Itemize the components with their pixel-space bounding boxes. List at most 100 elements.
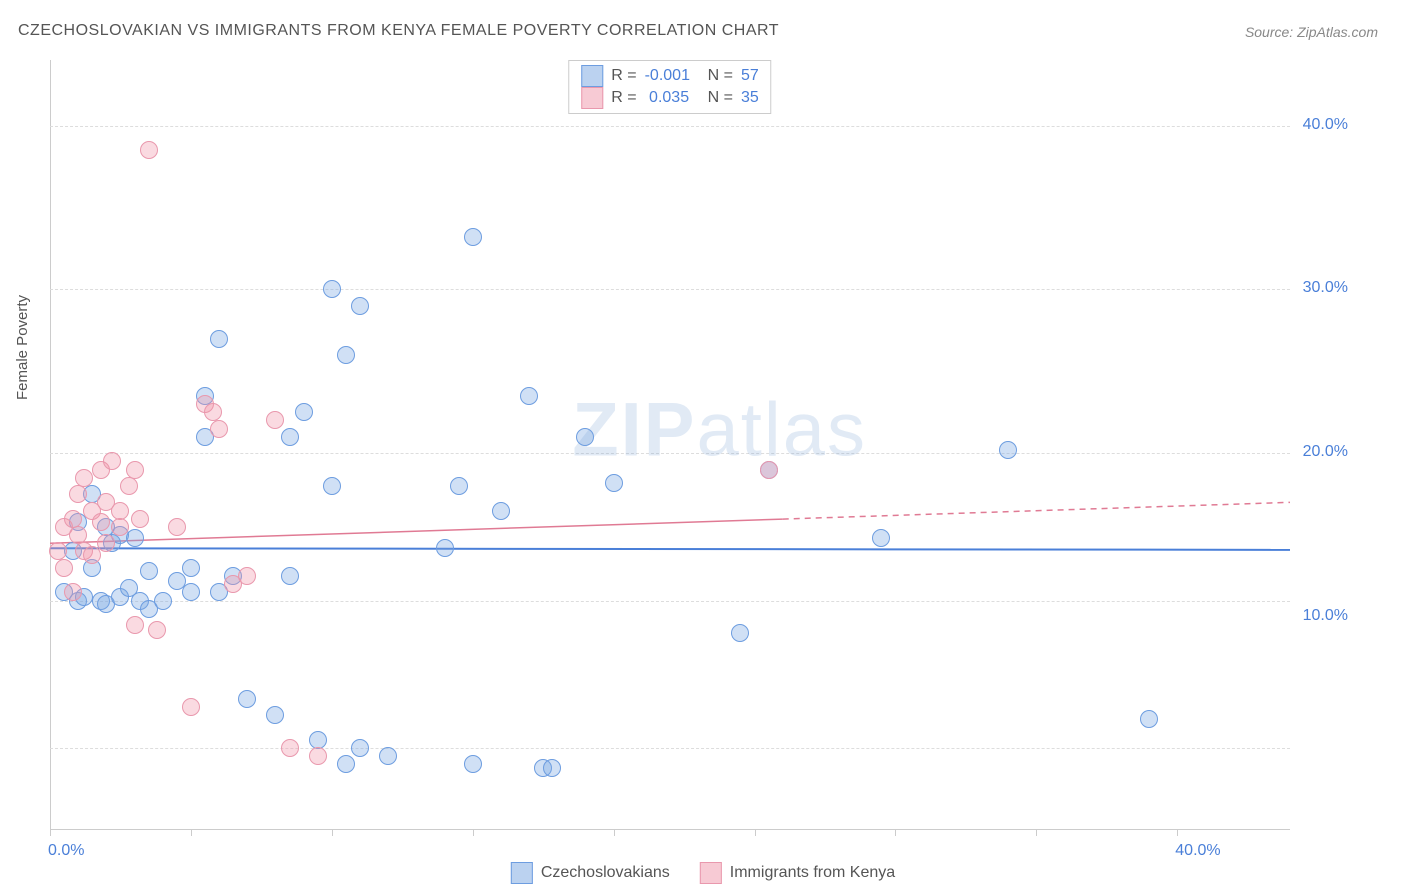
trend-lines xyxy=(50,60,1290,830)
data-point xyxy=(576,428,594,446)
data-point xyxy=(148,621,166,639)
data-point xyxy=(140,562,158,580)
x-tick-label: 40.0% xyxy=(1175,842,1220,860)
data-point xyxy=(131,510,149,528)
legend-item: Immigrants from Kenya xyxy=(700,862,895,884)
data-point xyxy=(379,747,397,765)
data-point xyxy=(103,452,121,470)
correlation-legend: R = -0.001 N = 57 R = 0.035 N = 35 xyxy=(568,60,771,114)
data-point xyxy=(75,469,93,487)
x-tick xyxy=(191,830,192,836)
data-point xyxy=(605,474,623,492)
x-tick xyxy=(895,830,896,836)
data-point xyxy=(92,513,110,531)
x-tick xyxy=(1177,830,1178,836)
r-value-2: 0.035 xyxy=(645,89,700,107)
data-point xyxy=(111,502,129,520)
data-point xyxy=(450,477,468,495)
data-point xyxy=(295,403,313,421)
swatch-czech-icon xyxy=(581,65,603,87)
data-point xyxy=(309,747,327,765)
swatch-kenya-icon xyxy=(581,87,603,109)
data-point xyxy=(281,739,299,757)
data-point xyxy=(731,624,749,642)
x-tick xyxy=(473,830,474,836)
gridline xyxy=(50,126,1290,127)
chart-title: CZECHOSLOVAKIAN VS IMMIGRANTS FROM KENYA… xyxy=(18,22,779,40)
data-point xyxy=(238,567,256,585)
x-tick xyxy=(50,830,51,836)
x-tick xyxy=(332,830,333,836)
source-label: Source: ZipAtlas.com xyxy=(1245,24,1378,40)
data-point xyxy=(281,428,299,446)
series-legend: Czechoslovakians Immigrants from Kenya xyxy=(511,862,895,884)
data-point xyxy=(492,502,510,520)
x-tick xyxy=(755,830,756,836)
data-point xyxy=(64,510,82,528)
legend-label: Czechoslovakians xyxy=(541,864,670,882)
legend-item: Czechoslovakians xyxy=(511,862,670,884)
r-label-2: R = xyxy=(611,89,636,107)
x-tick xyxy=(1036,830,1037,836)
data-point xyxy=(520,387,538,405)
legend-row-2: R = 0.035 N = 35 xyxy=(581,87,758,109)
data-point xyxy=(182,698,200,716)
y-tick-label: 30.0% xyxy=(1303,279,1348,297)
data-point xyxy=(210,330,228,348)
y-tick-label: 20.0% xyxy=(1303,443,1348,461)
n-label: N = xyxy=(708,67,733,85)
data-point xyxy=(351,739,369,757)
data-point xyxy=(543,759,561,777)
gridline xyxy=(50,289,1290,290)
data-point xyxy=(266,411,284,429)
gridline xyxy=(50,601,1290,602)
data-point xyxy=(210,420,228,438)
data-point xyxy=(97,534,115,552)
data-point xyxy=(238,690,256,708)
data-point xyxy=(126,529,144,547)
n-value-2: 35 xyxy=(741,89,759,107)
y-tick-label: 10.0% xyxy=(1303,607,1348,625)
data-point xyxy=(281,567,299,585)
data-point xyxy=(337,346,355,364)
legend-swatch-icon xyxy=(700,862,722,884)
data-point xyxy=(323,477,341,495)
data-point xyxy=(126,616,144,634)
data-point xyxy=(999,441,1017,459)
legend-row-1: R = -0.001 N = 57 xyxy=(581,65,758,87)
data-point xyxy=(140,141,158,159)
data-point xyxy=(55,559,73,577)
watermark: ZIPatlas xyxy=(572,386,867,473)
data-point xyxy=(120,477,138,495)
legend-label: Immigrants from Kenya xyxy=(730,864,895,882)
data-point xyxy=(309,731,327,749)
data-point xyxy=(126,461,144,479)
x-axis xyxy=(50,829,1290,830)
n-label-2: N = xyxy=(708,89,733,107)
data-point xyxy=(111,518,129,536)
n-value-1: 57 xyxy=(741,67,759,85)
x-tick-label: 0.0% xyxy=(48,842,84,860)
data-point xyxy=(351,297,369,315)
data-point xyxy=(266,706,284,724)
y-axis-label: Female Poverty xyxy=(14,295,31,400)
r-value-1: -0.001 xyxy=(645,67,700,85)
data-point xyxy=(323,280,341,298)
gridline xyxy=(50,748,1290,749)
data-point xyxy=(49,542,67,560)
y-axis xyxy=(50,60,51,830)
x-tick xyxy=(614,830,615,836)
data-point xyxy=(872,529,890,547)
r-label: R = xyxy=(611,67,636,85)
data-point xyxy=(464,228,482,246)
data-point xyxy=(154,592,172,610)
data-point xyxy=(436,539,454,557)
data-point xyxy=(64,583,82,601)
data-point xyxy=(204,403,222,421)
data-point xyxy=(182,559,200,577)
chart-container: CZECHOSLOVAKIAN VS IMMIGRANTS FROM KENYA… xyxy=(0,0,1406,892)
plot-area: ZIPatlas R = -0.001 N = 57 R = 0.035 N =… xyxy=(50,60,1290,830)
data-point xyxy=(168,518,186,536)
data-point xyxy=(69,526,87,544)
data-point xyxy=(69,485,87,503)
